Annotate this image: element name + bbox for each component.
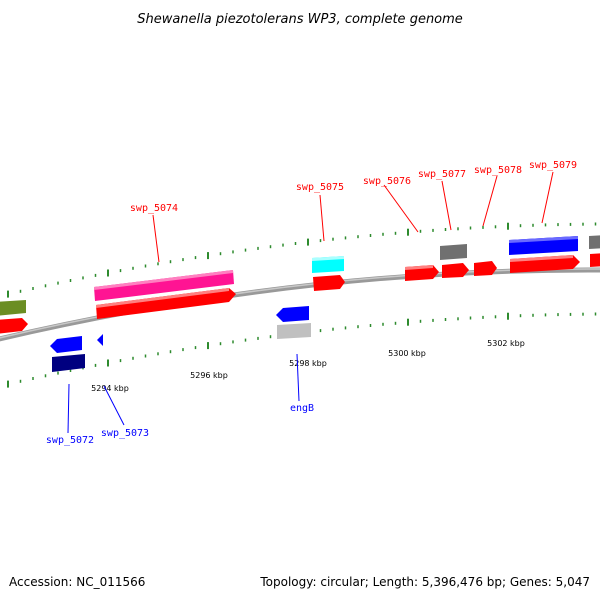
feature-swp-5075-cds[interactable] — [313, 275, 345, 291]
topology-text: Topology: circular; Length: 5,396,476 bp… — [259, 575, 590, 589]
gene-label-swp-5073[interactable]: swp_5073 — [101, 428, 149, 439]
feature-olive-cds[interactable] — [0, 318, 28, 334]
leader-swp-5073 — [103, 385, 125, 426]
gene-label-swp-5072[interactable]: swp_5072 — [46, 435, 94, 446]
gene-label-swp-5077[interactable]: swp_5077 — [418, 169, 466, 180]
gene-label-swp-5074[interactable]: swp_5074 — [130, 203, 178, 214]
leader-swp-5077 — [441, 180, 452, 231]
feature-swp-5077-cds[interactable] — [442, 263, 469, 278]
gene-label-swp-5076[interactable]: swp_5076 — [363, 176, 411, 187]
feature-swp-5077-gene[interactable] — [440, 244, 467, 260]
leader-swp-5075 — [319, 194, 325, 242]
accession-text: Accession: NC_011566 — [9, 575, 145, 589]
feature-engb-blue[interactable] — [276, 306, 309, 322]
leader-swp-5078 — [482, 175, 498, 227]
feature-edge-gray[interactable] — [589, 235, 600, 249]
leader-swp-5072 — [67, 383, 70, 434]
map-title: Shewanella piezotolerans WP3, complete g… — [137, 12, 463, 27]
leader-swp-5076 — [383, 184, 419, 233]
feature-swp-5078-cds[interactable] — [474, 261, 497, 276]
feature-swp-5076-cds[interactable] — [405, 265, 439, 281]
feature-swp-5072-blue[interactable] — [50, 336, 82, 353]
feature-swp-5073[interactable] — [97, 334, 103, 346]
upper-tick-track — [7, 222, 597, 298]
scale-label-5294: 5294 kbp — [91, 384, 129, 393]
leader-engb — [296, 353, 300, 402]
feature-swp-5075-gene[interactable] — [312, 256, 344, 273]
scale-label-5300: 5300 kbp — [388, 349, 426, 358]
feature-engb-silver[interactable] — [277, 323, 311, 339]
leader-swp-5074 — [152, 214, 160, 263]
scale-label-5298: 5298 kbp — [289, 359, 327, 368]
leader-swp-5079 — [541, 171, 554, 224]
gene-label-swp-5079[interactable]: swp_5079 — [529, 160, 577, 171]
gene-label-swp-5075[interactable]: swp_5075 — [296, 182, 344, 193]
gene-label-engb[interactable]: engB — [290, 403, 314, 414]
feature-swp-5074-gene[interactable] — [94, 270, 234, 301]
feature-swp-5074-cds[interactable] — [96, 288, 236, 319]
scale-label-5302: 5302 kbp — [487, 339, 525, 348]
feature-edge-red[interactable] — [590, 253, 600, 267]
feature-swp-5079-gene[interactable] — [509, 236, 578, 255]
feature-swp-5072-navy[interactable] — [52, 354, 85, 372]
gene-label-swp-5078[interactable]: swp_5078 — [474, 165, 522, 176]
feature-swp-5079-cds[interactable] — [510, 255, 580, 273]
feature-olive[interactable] — [0, 300, 26, 316]
scale-label-5296: 5296 kbp — [190, 371, 228, 380]
